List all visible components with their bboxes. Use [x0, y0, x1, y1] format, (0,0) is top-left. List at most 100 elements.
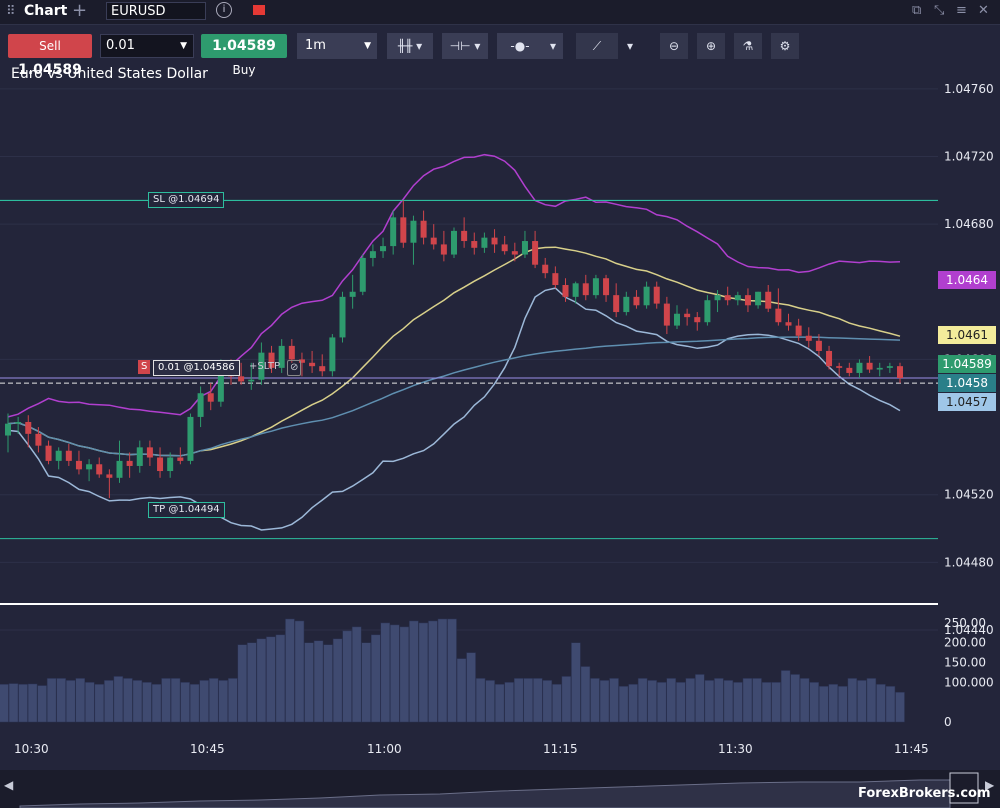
- chart-canvas[interactable]: 1.047601.047201.046801.046001.045201.044…: [0, 0, 1000, 770]
- volume-bar: [27, 683, 38, 723]
- studies-button[interactable]: ⚗: [734, 33, 762, 59]
- menu-icon[interactable]: ≡: [956, 3, 967, 18]
- title-bar: ⠿ Chart + EURUSD i ⧉ ⤡ ≡ ✕: [0, 0, 1000, 25]
- candle: [552, 266, 559, 289]
- position-side-badge[interactable]: S: [138, 360, 151, 374]
- candle: [866, 356, 873, 373]
- time-tick-label: 11:15: [543, 742, 578, 756]
- volume-bar: [542, 680, 553, 723]
- candle-body: [136, 447, 143, 466]
- scroll-right-icon[interactable]: ▶: [985, 778, 995, 792]
- add-tab-icon[interactable]: +: [72, 0, 88, 21]
- candle: [197, 386, 204, 428]
- candle: [542, 257, 549, 279]
- time-tick-label: 11:30: [718, 742, 753, 756]
- candle: [836, 362, 843, 377]
- current-price-badge: 1.04589: [938, 355, 996, 373]
- volume-bar: [571, 642, 581, 723]
- popout-icon[interactable]: ⧉: [912, 3, 922, 18]
- add-sltp-button[interactable]: +SLTP: [249, 361, 281, 372]
- time-tick-label: 11:00: [367, 742, 402, 756]
- maximize-icon[interactable]: ⤡: [934, 3, 945, 18]
- candle: [187, 413, 194, 465]
- indicators-icon: ⊣⊢ ▾: [449, 39, 481, 53]
- chevron-down-icon: ▾: [549, 39, 557, 53]
- volume-bar: [294, 620, 305, 723]
- candle-body: [197, 393, 204, 417]
- volume-bar: [304, 642, 314, 723]
- alert-flag-icon[interactable]: [253, 5, 265, 15]
- scroll-left-icon[interactable]: ◀: [4, 778, 14, 792]
- candle: [86, 459, 93, 482]
- line-style-dropdown[interactable]: ▾: [543, 33, 563, 59]
- info-icon[interactable]: i: [216, 2, 232, 18]
- line-style-button[interactable]: -●-: [497, 33, 543, 59]
- volume-bar: [409, 620, 419, 723]
- volume-bar: [266, 636, 276, 723]
- toolbar: Sell 1.04589 0.01 ▼ 1.04589 Buy 1m ▼ ╫╫ ▾ …: [0, 25, 1000, 78]
- chevron-down-icon: ▼: [364, 41, 371, 51]
- navigator[interactable]: ◀ ▶: [0, 770, 1000, 808]
- candle-body: [552, 273, 559, 285]
- candle-body: [126, 460, 133, 466]
- candle-body: [420, 220, 427, 238]
- quantity-field[interactable]: 0.01 ▼: [100, 34, 194, 58]
- volume-bar: [628, 684, 638, 723]
- candle-body: [481, 237, 488, 248]
- close-icon[interactable]: ✕: [978, 3, 989, 18]
- volume-bar: [399, 626, 410, 723]
- volume-bar: [466, 652, 476, 723]
- symbol-input[interactable]: EURUSD: [106, 2, 206, 20]
- candle-body: [826, 350, 833, 367]
- position-label[interactable]: 0.01 @1.04586: [153, 360, 240, 376]
- zoom-out-icon: ⊖: [668, 39, 680, 53]
- timeframe-value: 1m: [305, 38, 326, 53]
- candle-body: [613, 295, 620, 313]
- zoom-in-button[interactable]: ⊕: [697, 33, 725, 59]
- indicators-button[interactable]: ⊣⊢ ▾: [442, 33, 488, 59]
- volume-bar: [647, 680, 657, 723]
- volume-bar: [428, 620, 438, 723]
- candle: [116, 440, 123, 483]
- candle-body: [440, 244, 447, 255]
- volume-bar: [809, 682, 819, 723]
- candle-body: [451, 230, 457, 255]
- candle: [15, 416, 22, 434]
- chart-type-button[interactable]: ╫╫ ▾: [387, 33, 433, 59]
- volume-bar: [513, 678, 524, 723]
- candle: [856, 359, 863, 379]
- sell-button[interactable]: Sell 1.04589: [8, 34, 92, 78]
- volume-bar: [618, 686, 629, 723]
- candle: [714, 290, 721, 313]
- candle: [157, 447, 164, 478]
- take-profit-label[interactable]: TP @1.04494: [148, 502, 225, 518]
- volume-bar: [256, 638, 267, 723]
- timeframe-select[interactable]: 1m ▼: [297, 33, 377, 59]
- volume-bar: [761, 682, 772, 723]
- grip-icon[interactable]: ⠿: [6, 4, 16, 19]
- long-moving-average-line: [7, 336, 901, 457]
- candle: [471, 232, 478, 255]
- candle: [613, 283, 620, 318]
- candle-body: [258, 352, 265, 380]
- candle-body: [714, 295, 721, 301]
- candle: [876, 362, 883, 377]
- candle-body: [653, 286, 660, 304]
- volume-bar: [885, 686, 896, 723]
- drawing-tool-button[interactable]: ⟋: [576, 33, 618, 59]
- candle: [238, 362, 245, 385]
- navigator-sparkline: [19, 772, 979, 808]
- candle-body: [521, 241, 528, 255]
- volume-bar: [161, 678, 171, 723]
- volume-bar: [494, 684, 505, 723]
- volume-bar: [418, 622, 429, 723]
- candle: [207, 383, 214, 411]
- candle: [146, 440, 153, 466]
- candle-body: [684, 313, 691, 318]
- stop-loss-label[interactable]: SL @1.04694: [148, 192, 225, 208]
- close-position-icon[interactable]: ⊘: [287, 360, 302, 376]
- drawing-tool-dropdown[interactable]: ▾: [620, 33, 640, 59]
- settings-button[interactable]: ⚙: [771, 33, 799, 59]
- buy-button[interactable]: 1.04589 Buy: [201, 34, 287, 77]
- zoom-out-button[interactable]: ⊖: [660, 33, 688, 59]
